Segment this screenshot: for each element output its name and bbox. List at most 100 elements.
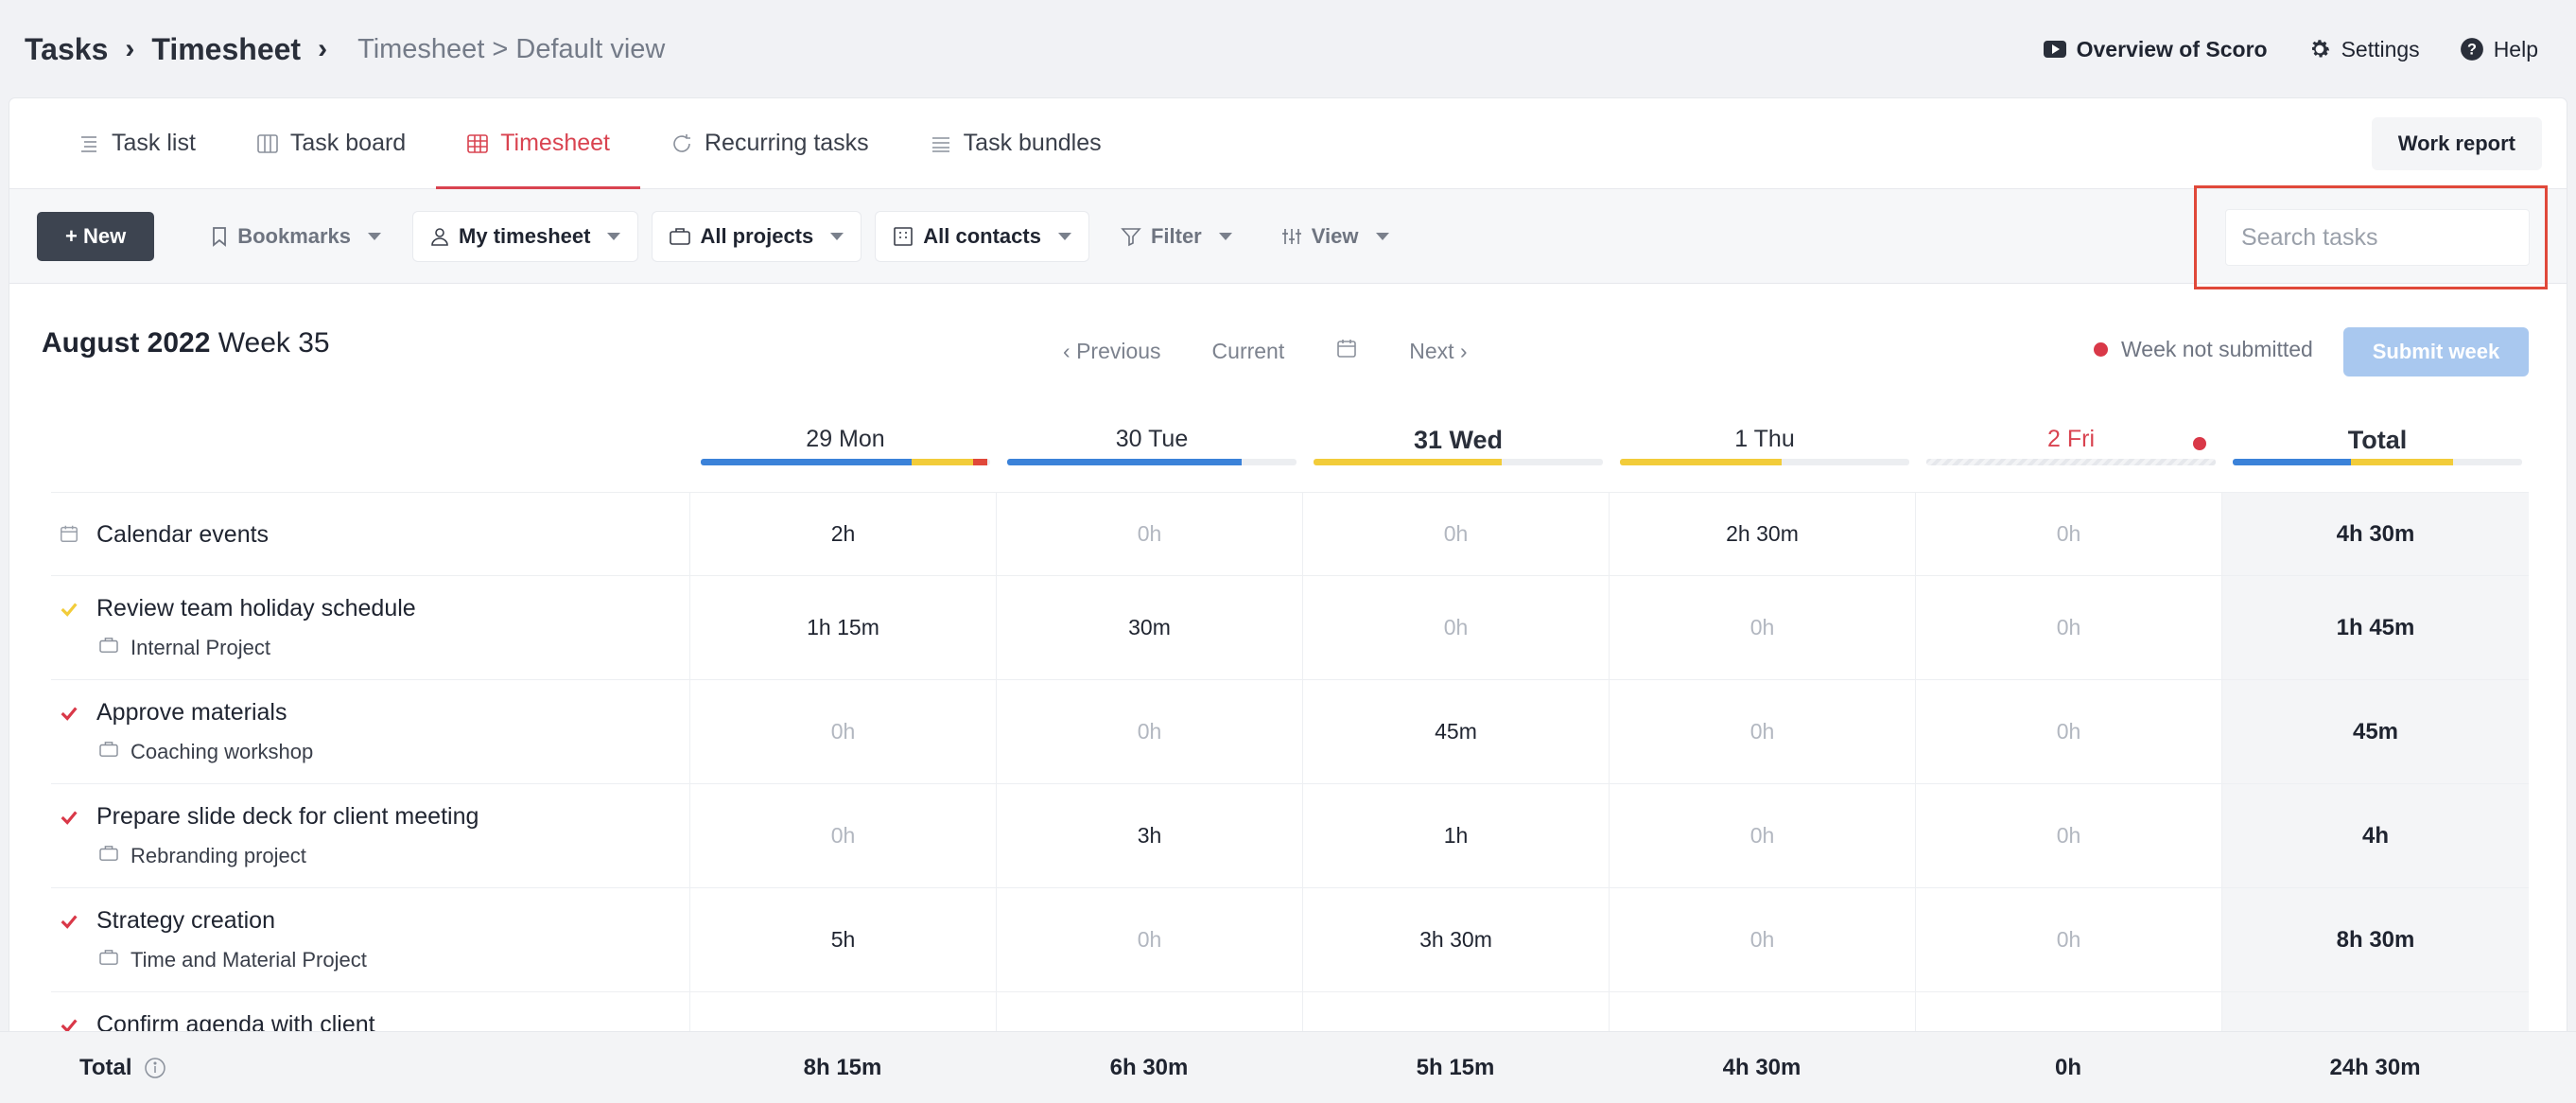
time-cell[interactable]: 45m [1302,680,1609,783]
submit-week-button[interactable]: Submit week [2343,327,2529,376]
row-title[interactable]: Strategy creation [96,907,275,934]
row-project[interactable]: Coaching workshop [131,740,314,763]
breadcrumb-separator: › [125,33,135,64]
time-cell[interactable]: 30m [996,576,1302,679]
table-row[interactable]: Prepare slide deck for client meeting Re… [51,783,2529,887]
overview-link[interactable]: Overview of Scoro [2043,37,2268,62]
previous-label: Previous [1076,338,1161,363]
view-dropdown[interactable]: View [1264,212,1406,261]
breadcrumb-view[interactable]: Timesheet > Default view [357,33,666,64]
time-cell[interactable] [1609,992,1915,1039]
filter-dropdown[interactable]: Filter [1104,212,1249,261]
next-week-button[interactable]: Next › [1409,338,1468,363]
time-cell[interactable]: 0h [1609,680,1915,783]
tab-recurring-tasks[interactable]: Recurring tasks [640,98,899,188]
day-progress-bar [1007,459,1297,465]
chevron-down-icon [1218,232,1232,240]
my-timesheet-dropdown[interactable]: My timesheet [413,211,638,261]
time-cell[interactable] [1302,992,1609,1039]
all-contacts-label: All contacts [923,223,1041,248]
time-cell[interactable]: 0h [996,888,1302,991]
column-header-mon[interactable]: 29 Mon [701,407,990,475]
time-cell[interactable]: 0h [1915,888,2221,991]
time-cell[interactable]: 0h [1609,888,1915,991]
time-cell[interactable]: 0h [689,784,996,887]
filter-icon [1121,227,1141,246]
week-navigation: ‹ Previous Current Next › [1063,337,1468,365]
refresh-icon [673,133,690,152]
check-icon [61,811,78,825]
previous-week-button[interactable]: ‹ Previous [1063,338,1161,363]
time-cell[interactable]: 2h 30m [1609,493,1915,575]
table-row[interactable]: Strategy creation Time and Material Proj… [51,887,2529,991]
next-label: Next [1409,338,1454,363]
column-header-tue[interactable]: 30 Tue [1007,407,1297,475]
column-header-thu[interactable]: 1 Thu [1620,407,1909,475]
time-cell[interactable]: 0h [1915,493,2221,575]
user-icon [431,227,448,246]
tab-bar: Task list Task board Timesheet Recurring… [9,98,2567,189]
new-button[interactable]: + New [37,211,155,261]
calendar-picker-button[interactable] [1335,337,1358,365]
time-cell[interactable]: 3h 30m [1302,888,1609,991]
row-total: 45m [2221,680,2529,783]
tab-task-board[interactable]: Task board [226,98,436,188]
chevron-down-icon [1057,232,1071,240]
time-cell[interactable]: 5h [689,888,996,991]
row-project[interactable]: Internal Project [131,636,270,659]
total-tue: 6h 30m [1109,1055,1189,1080]
briefcase-icon [99,846,118,861]
time-cell[interactable]: 0h [1609,576,1915,679]
row-title[interactable]: Calendar events [96,521,270,548]
table-row[interactable]: Approve materials Coaching workshop 0h 0… [51,679,2529,783]
time-cell[interactable] [1915,992,2221,1039]
work-report-button[interactable]: Work report [2371,117,2542,170]
current-week-button[interactable]: Current [1211,338,1285,363]
column-header-wed[interactable]: 31 Wed [1314,407,1603,475]
week-status: Week not submitted [2094,337,2313,362]
time-cell[interactable]: 0h [1915,680,2221,783]
search-input[interactable] [2225,209,2530,266]
time-cell[interactable]: 0h [1915,784,2221,887]
breadcrumb-tasks[interactable]: Tasks [25,31,109,66]
time-cell[interactable]: 0h [1302,493,1609,575]
bookmarks-dropdown[interactable]: Bookmarks [194,212,398,261]
time-cell[interactable] [996,992,1302,1039]
time-cell[interactable]: 0h [1302,576,1609,679]
column-label: 2 Fri [2047,426,2095,452]
breadcrumb-separator: › [318,33,328,64]
total-wed: 5h 15m [1416,1055,1495,1080]
time-cell[interactable]: 0h [996,493,1302,575]
row-title[interactable]: Review team holiday schedule [96,595,416,622]
time-cell[interactable]: 0h [1915,576,2221,679]
time-cell[interactable]: 0h [689,680,996,783]
breadcrumb-timesheet[interactable]: Timesheet [151,31,302,66]
time-cell[interactable]: 0h [1609,784,1915,887]
row-title[interactable]: Approve materials [96,699,287,726]
all-contacts-dropdown[interactable]: All contacts [876,211,1088,261]
time-cell[interactable]: 0h [996,680,1302,783]
row-total: 1h 45m [2221,576,2529,679]
time-cell[interactable]: 1h [1302,784,1609,887]
column-label: 31 Wed [1413,426,1504,454]
help-link[interactable]: ? Help [2460,37,2538,62]
tab-task-bundles[interactable]: Task bundles [899,98,1132,188]
settings-link[interactable]: Settings [2307,37,2420,62]
table-row[interactable]: Calendar events 2h 0h 0h 2h 30m 0h 4h 30… [51,492,2529,575]
time-cell[interactable] [689,992,996,1039]
row-total [2221,992,2529,1039]
time-cell[interactable]: 1h 15m [689,576,996,679]
row-project[interactable]: Time and Material Project [131,948,367,972]
info-icon[interactable] [144,1057,166,1079]
tab-task-list[interactable]: Task list [47,98,226,188]
table-row[interactable]: Review team holiday schedule Internal Pr… [51,575,2529,679]
row-project[interactable]: Rebranding project [131,844,306,867]
all-projects-dropdown[interactable]: All projects [653,211,862,261]
time-cell[interactable]: 3h [996,784,1302,887]
column-header-fri[interactable]: 2 Fri [1926,407,2216,475]
tab-timesheet[interactable]: Timesheet [436,98,640,189]
time-cell[interactable]: 2h [689,493,996,575]
help-label: Help [2493,36,2538,61]
row-title[interactable]: Prepare slide deck for client meeting [96,803,479,830]
overview-label: Overview of Scoro [2076,36,2268,61]
